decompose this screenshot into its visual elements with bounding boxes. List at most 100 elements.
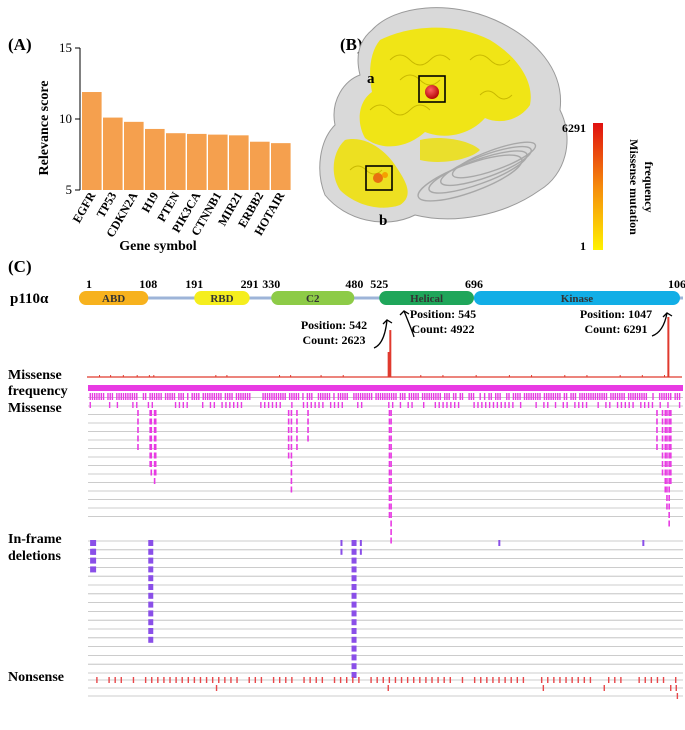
missense-mark-216 bbox=[136, 402, 138, 408]
missense-mark-318 bbox=[150, 452, 153, 459]
missense-mark-159 bbox=[539, 393, 541, 400]
nonsense-mark-28 bbox=[303, 677, 305, 683]
missense-mark-387 bbox=[390, 503, 392, 510]
missense-mark-269 bbox=[492, 402, 495, 408]
nonsense-mark-34 bbox=[346, 677, 348, 683]
missense-mark-418 bbox=[666, 435, 668, 442]
missense-mark-443 bbox=[670, 427, 672, 433]
missense-mark-142 bbox=[490, 393, 492, 400]
missense-mark-292 bbox=[628, 402, 630, 408]
missense-mark-334 bbox=[154, 444, 157, 450]
missense-mark-281 bbox=[566, 402, 568, 408]
panel-a-label: (A) bbox=[8, 35, 32, 54]
nonsense-mark-5 bbox=[144, 677, 147, 683]
missense-mark-411 bbox=[664, 461, 667, 467]
missense-mark-338 bbox=[287, 410, 290, 416]
missense-mark-39 bbox=[195, 393, 198, 400]
nonsense-mark-1 bbox=[108, 677, 110, 683]
domain-label-abd: ABD bbox=[102, 293, 125, 305]
nonsense-mark-57 bbox=[504, 677, 506, 683]
missense-mark-428 bbox=[668, 418, 670, 425]
missense-track bbox=[88, 385, 683, 544]
nonsense-mark-25 bbox=[278, 677, 281, 683]
missense-mark-392 bbox=[656, 410, 658, 416]
missense-mark-366 bbox=[388, 435, 391, 442]
nonsense-mark-0 bbox=[96, 677, 98, 683]
missense-mark-19 bbox=[136, 393, 138, 400]
missense-mark-82 bbox=[319, 393, 322, 400]
inframe-mark-33 bbox=[351, 654, 357, 661]
nonsense-mark-54 bbox=[486, 677, 488, 683]
missense-mark-422 bbox=[666, 469, 668, 476]
missense-mark-271 bbox=[500, 402, 502, 408]
nonsense-mark-18 bbox=[224, 677, 226, 683]
missense-mark-289 bbox=[616, 402, 619, 408]
missense-mark-389 bbox=[390, 520, 392, 527]
nonsense-mark-44 bbox=[413, 677, 415, 683]
missense-mark-224 bbox=[209, 402, 212, 408]
missense-mark-329 bbox=[153, 478, 156, 484]
nonsense-mark-14 bbox=[199, 677, 202, 683]
panel-a: (A) Relevance score Gene symbol 5 10 15 EG… bbox=[8, 35, 291, 254]
missense-mark-313 bbox=[150, 410, 153, 416]
nonsense-mark-82 bbox=[603, 685, 605, 691]
nonsense-mark-79 bbox=[215, 685, 218, 691]
missense-mark-123 bbox=[428, 393, 430, 400]
missense-mark-306 bbox=[149, 410, 151, 416]
missense-mark-250 bbox=[360, 402, 363, 408]
nonsense-mark-17 bbox=[218, 677, 220, 683]
missense-mark-204 bbox=[661, 393, 663, 400]
nonsense-mark-41 bbox=[394, 677, 397, 683]
missense-mark-402 bbox=[661, 452, 664, 459]
inframe-mark-17 bbox=[148, 636, 154, 643]
missense-mark-302 bbox=[137, 418, 139, 425]
missense-mark-170 bbox=[570, 393, 572, 400]
missense-mark-290 bbox=[620, 402, 623, 408]
missense-mark-441 bbox=[670, 410, 672, 416]
missense-mark-242 bbox=[314, 402, 316, 408]
missense-mark-424 bbox=[666, 486, 668, 493]
missense-mark-278 bbox=[547, 402, 549, 408]
missense-mark-4 bbox=[98, 393, 100, 400]
missense-mark-258 bbox=[438, 402, 440, 408]
domain-label-c2: C2 bbox=[306, 293, 320, 305]
missense-mark-178 bbox=[590, 393, 592, 400]
nonsense-mark-64 bbox=[559, 677, 561, 683]
nonsense-mark-48 bbox=[437, 677, 439, 683]
position-label-525: 525 bbox=[370, 277, 388, 291]
missense-mark-111 bbox=[395, 393, 397, 400]
missense-mark-247 bbox=[337, 402, 340, 408]
missense-mark-340 bbox=[287, 427, 290, 433]
bar-mir21 bbox=[229, 135, 249, 190]
missense-mark-58 bbox=[244, 393, 247, 400]
bar-tp53 bbox=[103, 117, 123, 190]
colorbar bbox=[593, 123, 603, 250]
missense-mark-83 bbox=[322, 393, 324, 400]
missense-mark-394 bbox=[656, 427, 658, 433]
missense-mark-233 bbox=[264, 402, 266, 408]
missense-mark-403 bbox=[661, 461, 664, 467]
missense-mark-177 bbox=[588, 393, 590, 400]
missense-mark-28 bbox=[164, 393, 167, 400]
inframe-mark-9 bbox=[148, 566, 154, 573]
missense-mark-175 bbox=[583, 393, 586, 400]
missense-mark-212 bbox=[89, 402, 91, 408]
missense-mark-108 bbox=[388, 393, 391, 400]
missense-mark-339 bbox=[287, 418, 290, 425]
missense-mark-9 bbox=[111, 393, 114, 400]
missense-mark-399 bbox=[661, 427, 664, 433]
missense-mark-92 bbox=[346, 393, 348, 400]
inframe-mark-14 bbox=[148, 610, 154, 617]
missense-mark-257 bbox=[434, 402, 437, 408]
nonsense-mark-24 bbox=[272, 677, 275, 683]
protein-name: p110α bbox=[10, 291, 49, 307]
missense-mark-131 bbox=[448, 393, 450, 400]
nonsense-mark-85 bbox=[676, 693, 679, 699]
hotspot-position-542: Position: 542 bbox=[301, 318, 367, 332]
missense-mark-406 bbox=[664, 418, 667, 425]
colorbar-max: 6291 bbox=[562, 121, 586, 135]
missense-mark-300 bbox=[678, 402, 681, 408]
missense-mark-213 bbox=[108, 402, 111, 408]
nonsense-mark-21 bbox=[248, 677, 250, 683]
